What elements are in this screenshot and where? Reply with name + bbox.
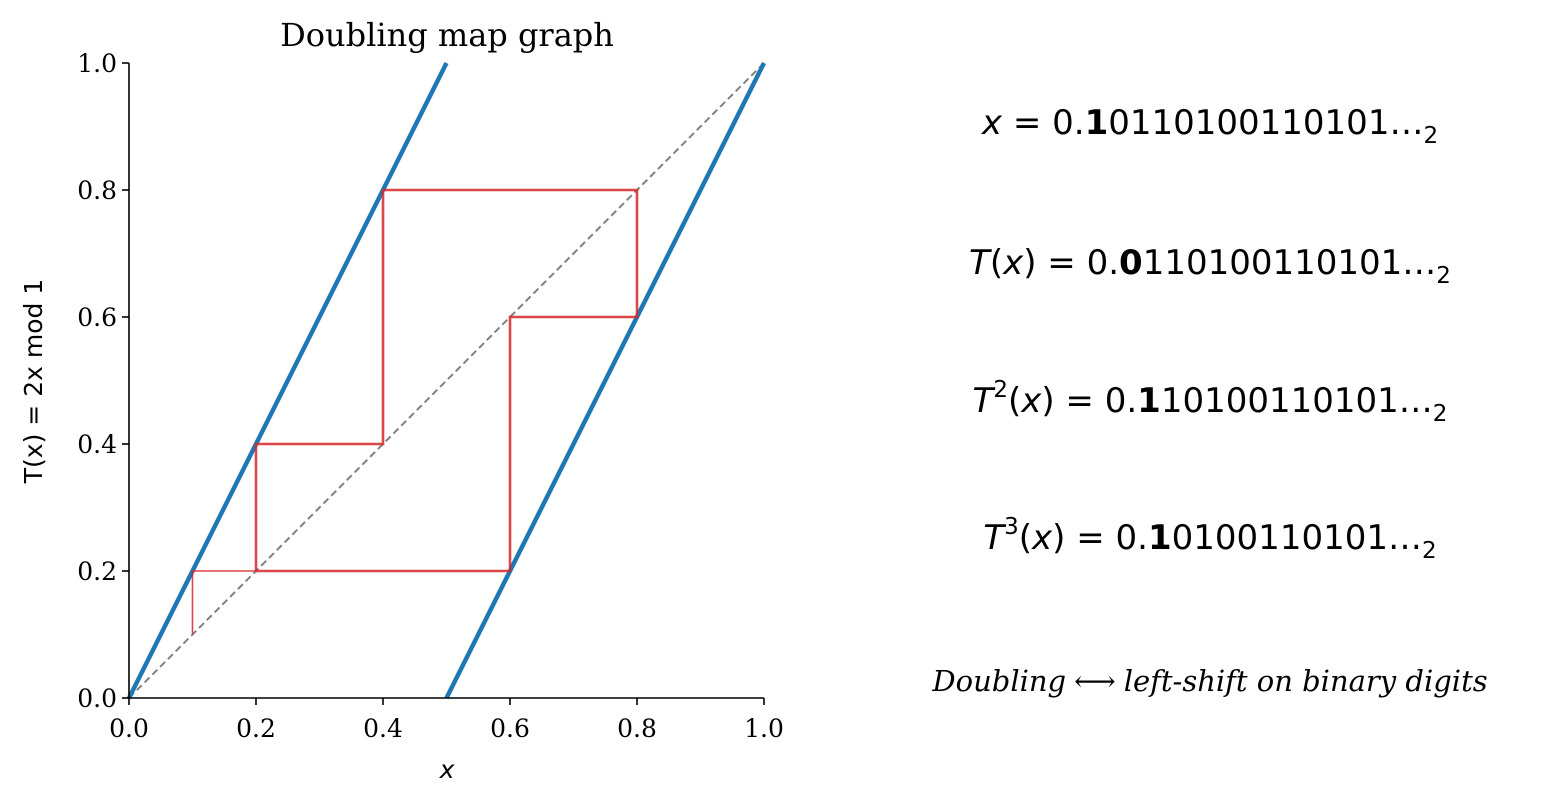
x-tick-label: 0.2 bbox=[236, 714, 276, 743]
equation-equals: = 0. bbox=[1065, 518, 1148, 558]
x-tick-label: 0.6 bbox=[490, 714, 530, 743]
x-tick-label: 0.8 bbox=[617, 714, 657, 743]
equation-base: 2 bbox=[1421, 538, 1437, 564]
x-axis-label: x bbox=[439, 755, 455, 784]
y-tick-label: 0.4 bbox=[77, 430, 117, 459]
caption-left: Doubling bbox=[932, 664, 1067, 698]
equation-rest-digits: 0110100110101… bbox=[1108, 103, 1424, 143]
series-map-branch-1 bbox=[126, 61, 449, 700]
series-cobweb-first bbox=[191, 570, 256, 635]
y-tick-label: 0.8 bbox=[77, 176, 117, 205]
series-diagonal bbox=[128, 62, 765, 699]
equation-T3: T3(x) = 0.10100110101…2 bbox=[983, 514, 1437, 564]
y-tick-label: 1.0 bbox=[77, 49, 117, 78]
equation-bold-digit: 0 bbox=[1119, 243, 1143, 283]
chart-title: Doubling map graph bbox=[280, 16, 614, 54]
equation-x: x = 0.10110100110101…2 bbox=[870, 103, 1550, 148]
equation-base: 2 bbox=[1423, 123, 1439, 149]
equation-lhs-arg: x bbox=[1032, 518, 1053, 558]
equation-lhs-letter: T bbox=[969, 243, 990, 283]
caption-right: left-shift on binary digits bbox=[1123, 664, 1488, 698]
equation-T2: T2(x) = 0.110100110101…2 bbox=[972, 377, 1448, 427]
equation-bold-digit: 1 bbox=[1147, 518, 1172, 558]
equation-lhs-letter: T bbox=[972, 381, 994, 421]
equation-lhs-arg: x bbox=[1003, 243, 1024, 283]
equation-lhs-power: 2 bbox=[993, 377, 1008, 403]
y-tick-label: 0.6 bbox=[77, 303, 117, 332]
equation-base: 2 bbox=[1432, 401, 1448, 427]
series-cobweb bbox=[254, 188, 639, 573]
equation-rest-digits: 0100110101… bbox=[1171, 518, 1422, 558]
equation-bold-digit: 1 bbox=[1084, 103, 1109, 143]
shift-arrow-icon: ⟷ bbox=[1074, 664, 1116, 698]
y-tick-label: 0.2 bbox=[77, 557, 117, 586]
equation-equals: = 0. bbox=[1054, 381, 1138, 421]
x-tick-label: 1.0 bbox=[744, 714, 784, 743]
x-tick-label: 0.0 bbox=[109, 714, 149, 743]
equation-bold-digit: 1 bbox=[1137, 381, 1161, 421]
caption: Doubling ⟷ left-shift on binary digits bbox=[870, 664, 1550, 698]
equation-lhs-arg: x bbox=[1021, 381, 1042, 421]
y-tick-label: 0.0 bbox=[77, 684, 117, 713]
x-tick-label: 0.4 bbox=[363, 714, 403, 743]
equation-lhs-power: 3 bbox=[1004, 514, 1019, 540]
equation-base: 2 bbox=[1436, 263, 1451, 289]
equation-equals: = 0. bbox=[1002, 103, 1085, 143]
y-axis-label: T(x) = 2x mod 1 bbox=[19, 279, 48, 484]
equation-lhs-letter: T bbox=[983, 518, 1005, 558]
equation-rest-digits: 110100110101… bbox=[1142, 243, 1437, 283]
equation-equals: = 0. bbox=[1036, 243, 1120, 283]
series-map-branch-2 bbox=[444, 61, 767, 700]
equation-lhs-letter: x bbox=[981, 103, 1003, 143]
doubling-map-chart: 0.0 0.2 0.4 0.6 0.8 1.0 0.0 0.2 0.4 0.6 0.8 1.0 Dou… bbox=[19, 16, 784, 784]
equation-T1: T(x) = 0.0110100110101…2 bbox=[969, 243, 1451, 289]
equation-rest-digits: 10100110101… bbox=[1160, 381, 1433, 421]
